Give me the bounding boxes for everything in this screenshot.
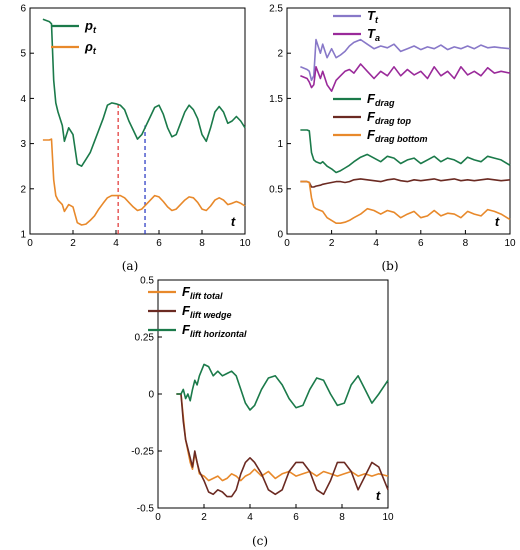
legend-label: Fdrag bottom	[367, 127, 427, 144]
series-line-1	[176, 393, 389, 482]
panel-caption: (a)	[122, 259, 139, 273]
y-tick-label: 2.5	[269, 4, 283, 15]
y-tick-label: 6	[20, 4, 26, 15]
x-tick-label: 4	[373, 238, 379, 249]
x-tick-label: 2	[201, 512, 207, 523]
y-tick-label: 0.5	[269, 184, 283, 195]
legend-subscript: drag	[375, 98, 395, 108]
panel-caption: (c)	[252, 534, 268, 548]
y-tick-label: 1.5	[269, 94, 283, 105]
x-tick-label: 8	[463, 238, 469, 249]
x-tick-label: 10	[504, 238, 516, 249]
legend-label: Fdrag	[367, 91, 395, 108]
legend-subscript: t	[93, 46, 97, 56]
legend-label: pt	[84, 18, 97, 35]
x-tick-label: 10	[239, 238, 251, 249]
x-axis-label: t	[376, 488, 381, 503]
series-line-4	[300, 178, 511, 188]
x-axis-label: t	[495, 214, 500, 229]
x-tick-label: 0	[155, 512, 161, 523]
x-tick-label: 2	[70, 238, 76, 249]
legend-symbol: F	[367, 127, 376, 142]
x-tick-label: 6	[418, 238, 424, 249]
y-tick-label: 5	[20, 49, 26, 60]
series-line-1	[42, 18, 246, 167]
y-tick-label: -0.25	[131, 447, 154, 458]
legend-symbol: p	[84, 18, 93, 33]
y-tick-label: 3	[20, 139, 26, 150]
legend-subscript: lift horizontal	[190, 329, 247, 339]
x-tick-label: 0	[27, 238, 33, 249]
series-line-1	[300, 38, 511, 82]
series-line-3	[300, 129, 511, 174]
plot-frame	[29, 7, 246, 235]
y-tick-label: -0.5	[137, 504, 155, 515]
x-tick-label: 4	[247, 512, 253, 523]
legend-subscript: lift total	[190, 291, 223, 301]
y-tick-label: 0	[277, 230, 283, 241]
y-tick-label: 2	[20, 184, 26, 195]
legend-label: Tt	[367, 8, 379, 25]
legend-symbol: F	[182, 284, 191, 299]
legend-label: Flift wedge	[182, 303, 231, 320]
legend-symbol: F	[367, 109, 376, 124]
y-tick-label: 1	[20, 230, 26, 241]
x-tick-label: 8	[339, 512, 345, 523]
x-tick-label: 0	[284, 238, 290, 249]
y-tick-label: 4	[20, 94, 26, 105]
x-tick-label: 4	[113, 238, 119, 249]
x-tick-label: 10	[382, 512, 394, 523]
y-tick-label: 0.25	[135, 333, 155, 344]
legend-label: ρt	[84, 39, 97, 56]
legend-symbol: F	[182, 322, 191, 337]
legend-subscript: t	[93, 25, 97, 35]
x-tick-label: 2	[329, 238, 335, 249]
x-tick-label: 6	[293, 512, 299, 523]
legend-symbol: ρ	[84, 39, 93, 54]
legend-subscript: lift wedge	[190, 310, 232, 320]
legend-label: Flift total	[182, 284, 223, 301]
legend-label: Ta	[367, 26, 380, 43]
y-tick-label: 1	[277, 139, 283, 150]
legend-subscript: a	[375, 33, 380, 43]
y-tick-label: 0.5	[140, 276, 154, 287]
legend-subscript: drag bottom	[375, 134, 428, 144]
legend-subscript: drag top	[375, 116, 411, 126]
series-line-5	[300, 180, 511, 224]
y-tick-label: 2	[277, 49, 283, 60]
legend-label: Flift horizontal	[182, 322, 247, 339]
legend-label: Fdrag top	[367, 109, 411, 126]
x-tick-label: 6	[156, 238, 162, 249]
series-line-2	[42, 138, 246, 226]
x-tick-label: 8	[199, 238, 205, 249]
series-line-2	[176, 393, 389, 498]
legend-symbol: F	[367, 91, 376, 106]
series-line-3	[176, 363, 389, 411]
series-line-2	[300, 63, 511, 92]
panel-caption: (b)	[381, 259, 398, 273]
legend-symbol: F	[182, 303, 191, 318]
y-tick-label: 0	[148, 390, 154, 401]
legend-subscript: t	[375, 15, 379, 25]
legend-symbol: T	[367, 26, 376, 41]
plot-frame	[286, 7, 511, 235]
x-axis-label: t	[231, 214, 236, 229]
legend-symbol: T	[367, 8, 376, 23]
